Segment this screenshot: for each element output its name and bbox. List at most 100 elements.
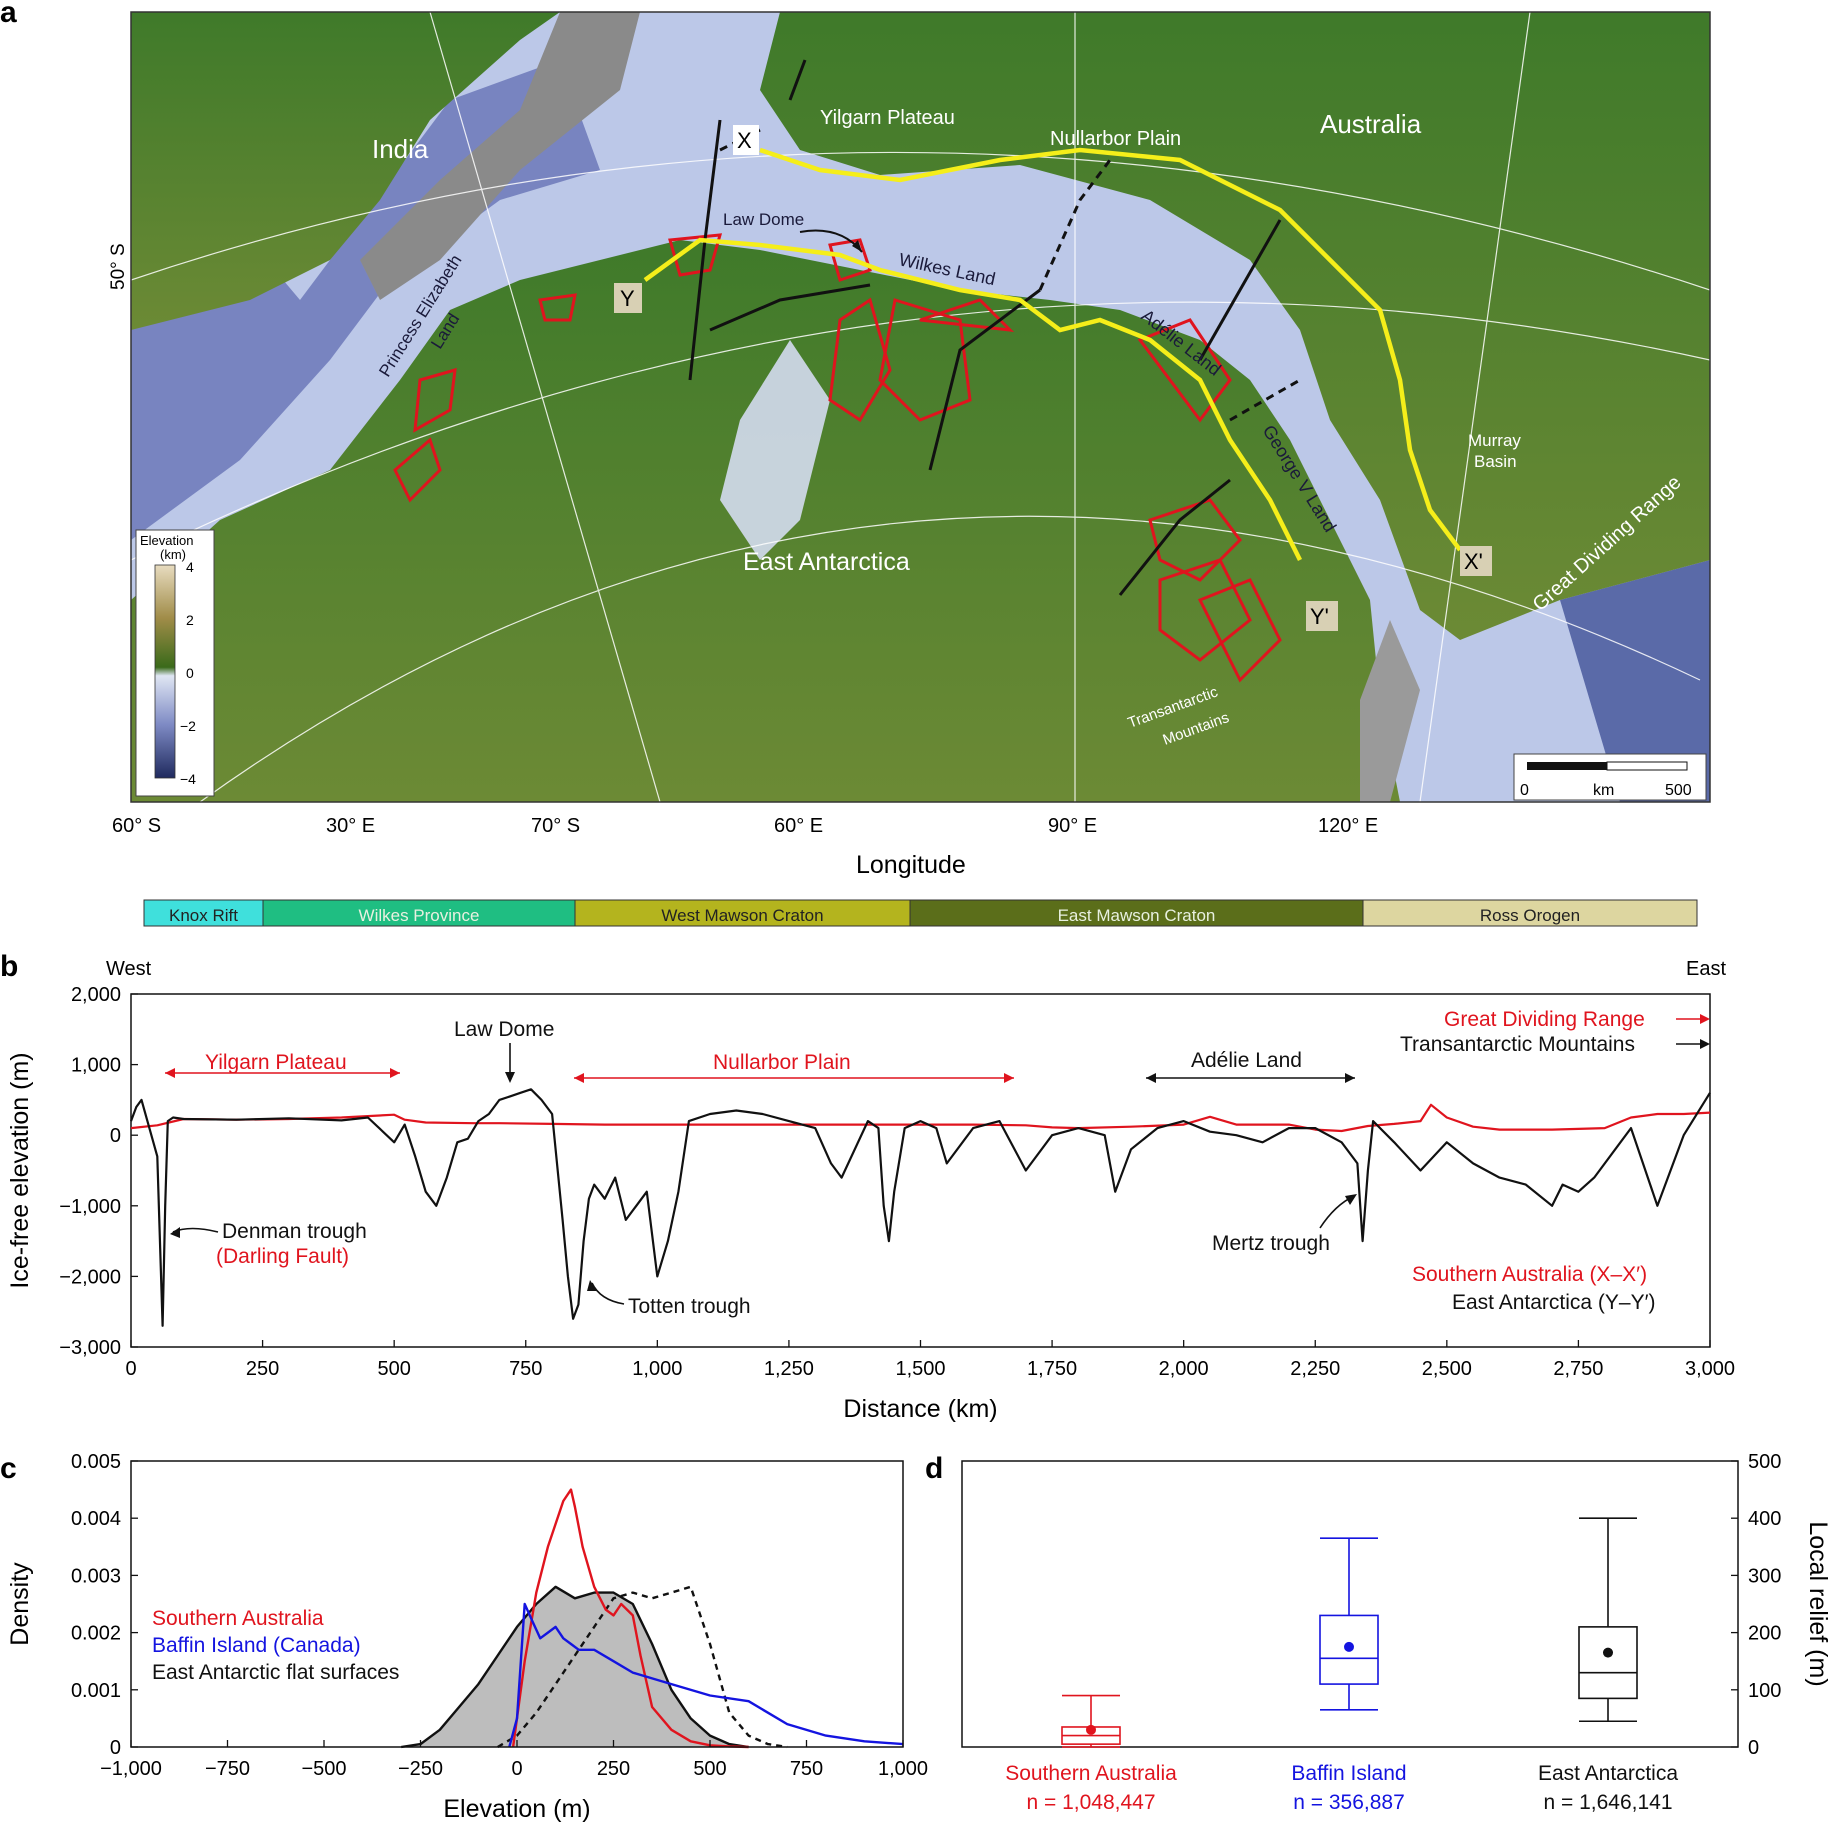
d-iqr-2 — [1578, 1626, 1638, 1700]
d-mean-1 — [1344, 1641, 1354, 1652]
c-series-2 — [511, 1488, 749, 1749]
arrowhead-mertz — [1345, 1194, 1357, 1205]
label-law-dome: Law Dome — [723, 210, 804, 229]
group-label-sa: Southern Australia — [1005, 1762, 1177, 1785]
chart-b-annotations: Yilgarn Plateau Law Dome Nullarbor Plain… — [165, 1008, 1710, 1318]
colorbar-tick-m4: −4 — [180, 771, 196, 787]
arrowhead-adelie-r — [1345, 1073, 1355, 1083]
lon-tick-0: 60° S — [112, 815, 161, 837]
b-xlabel: Distance (km) — [843, 1395, 997, 1423]
b-series-0 — [130, 1103, 1711, 1133]
c-series-1 — [497, 1585, 788, 1749]
colorbar-title-2: (km) — [160, 547, 186, 562]
c-ytick-4: 0.004 — [71, 1508, 121, 1530]
c-ytick-5: 0.005 — [71, 1451, 121, 1473]
colorbar-tick-0: 0 — [186, 665, 194, 681]
chart-d-labels: Southern Australia n = 1,048,447 Baffin … — [1005, 1762, 1678, 1814]
c-series-0 — [401, 1585, 749, 1749]
colorbar-title-1: Elevation — [140, 533, 193, 548]
marker-Xp: X' — [1460, 546, 1492, 576]
longitude-ticks: 60° S 30° E 70° S 60° E 90° E 120° E — [112, 815, 1378, 837]
legend-c-ea: East Antarctic flat surfaces — [152, 1661, 399, 1684]
chart-d-frame — [961, 1460, 1739, 1748]
group-n-baffin: n = 356,887 — [1293, 1791, 1405, 1814]
chart-c: −1,000 −750 −500 −250 0 250 500 750 1,000 0 0.001 0… — [6, 1451, 928, 1823]
b-xtick-10: 2,500 — [1422, 1358, 1472, 1380]
province-label-1: Wilkes Province — [359, 906, 480, 925]
province-label-2: West Mawson Craton — [661, 906, 823, 925]
anno-yilgarn: Yilgarn Plateau — [205, 1051, 347, 1074]
c-xtick-7: 750 — [790, 1758, 823, 1780]
d-ylabel: Local relief (m) — [1804, 1521, 1832, 1686]
law-dome-arrowhead — [852, 240, 862, 252]
anno-adelie: Adélie Land — [1191, 1049, 1302, 1072]
c-xtick-0: −1,000 — [100, 1758, 162, 1780]
colorbar-tick-m2: −2 — [180, 718, 196, 734]
d-ytick-4: 400 — [1748, 1508, 1781, 1530]
label-west: West — [106, 958, 152, 980]
label-india: India — [372, 134, 429, 164]
b-xtick-12: 3,000 — [1685, 1358, 1735, 1380]
d-ytick-2: 200 — [1748, 1623, 1781, 1645]
panel-d-letter: d — [925, 1452, 943, 1485]
b-xtick-1: 250 — [246, 1358, 279, 1380]
anno-denman: Denman trough — [222, 1220, 367, 1243]
province-2 — [574, 899, 911, 927]
chart-b: 0 250 500 750 1,000 1,250 1,500 1,750 2,000 2,250… — [6, 984, 1735, 1423]
anno-tam: Transantarctic Mountains — [1400, 1033, 1635, 1056]
legend-sa: Southern Australia (X–X′) — [1412, 1263, 1647, 1286]
graticule — [131, 12, 1710, 802]
scale-right: 500 — [1665, 782, 1692, 799]
c-xtick-8: 1,000 — [878, 1758, 928, 1780]
b-xtick-3: 750 — [509, 1358, 542, 1380]
scale-bar: 0 km 500 — [1513, 753, 1707, 801]
label-australia: Australia — [1320, 109, 1422, 139]
arrow-totten — [591, 1282, 625, 1305]
anno-gdr: Great Dividing Range — [1444, 1008, 1645, 1031]
d-ytick-1: 100 — [1748, 1680, 1781, 1702]
panel-a-letter: a — [0, 0, 17, 29]
lon-tick-4: 90° E — [1048, 815, 1097, 837]
label-east: East — [1686, 958, 1726, 980]
arrowhead-denman — [170, 1227, 180, 1238]
map — [131, 12, 1710, 802]
d-box-0 — [1061, 1694, 1121, 1748]
label-yilgarn: Yilgarn Plateau — [820, 107, 955, 129]
legend-c-baffin: Baffin Island (Canada) — [152, 1634, 361, 1657]
b-ytick-4: −2,000 — [59, 1266, 121, 1288]
colorbar-tick-4: 4 — [186, 559, 194, 575]
arrowhead-yilgarn-r — [390, 1068, 400, 1078]
b-xtick-2: 500 — [377, 1358, 410, 1380]
lon-tick-2: 70° S — [531, 815, 580, 837]
anno-totten: Totten trough — [628, 1295, 751, 1318]
b-xtick-7: 1,750 — [1027, 1358, 1077, 1380]
chart-c-legend: Southern Australia Baffin Island (Canada… — [152, 1607, 399, 1684]
anno-mertz: Mertz trough — [1212, 1232, 1330, 1255]
c-series-3 — [508, 1602, 904, 1748]
colorbar: Elevation (km) 4 2 0 −2 −4 — [135, 529, 215, 797]
map-deep-ocean-east — [1560, 560, 1710, 802]
panel-b-letter: b — [0, 950, 18, 983]
anno-nullarbor: Nullarbor Plain — [713, 1051, 851, 1074]
label-murray-1: Murray — [1468, 431, 1521, 450]
panel-c-letter: c — [0, 1452, 17, 1485]
province-bar: Knox Rift Wilkes Province West Mawson Crat… — [143, 899, 1698, 927]
arrowhead-yilgarn-l — [165, 1068, 175, 1078]
svg-text:Y: Y — [620, 286, 635, 311]
arrowhead-totten — [587, 1280, 597, 1291]
marker-X: X — [733, 125, 759, 155]
arrowhead-adelie-l — [1146, 1073, 1156, 1083]
lon-tick-1: 30° E — [326, 815, 375, 837]
lon-tick-5: 120° E — [1318, 815, 1378, 837]
svg-text:Y': Y' — [1310, 604, 1329, 629]
colorbar-gradient — [154, 564, 176, 779]
group-n-ea: n = 1,646,141 — [1543, 1791, 1672, 1814]
arrowhead-nullarbor-l — [574, 1073, 584, 1083]
fault-lines-dashed — [719, 128, 1301, 422]
profile-lines — [643, 147, 1462, 562]
d-mean-2 — [1603, 1647, 1613, 1658]
svg-text:X: X — [737, 128, 752, 153]
b-ytick-0: 2,000 — [71, 984, 121, 1006]
d-ytick-0: 0 — [1748, 1737, 1759, 1759]
